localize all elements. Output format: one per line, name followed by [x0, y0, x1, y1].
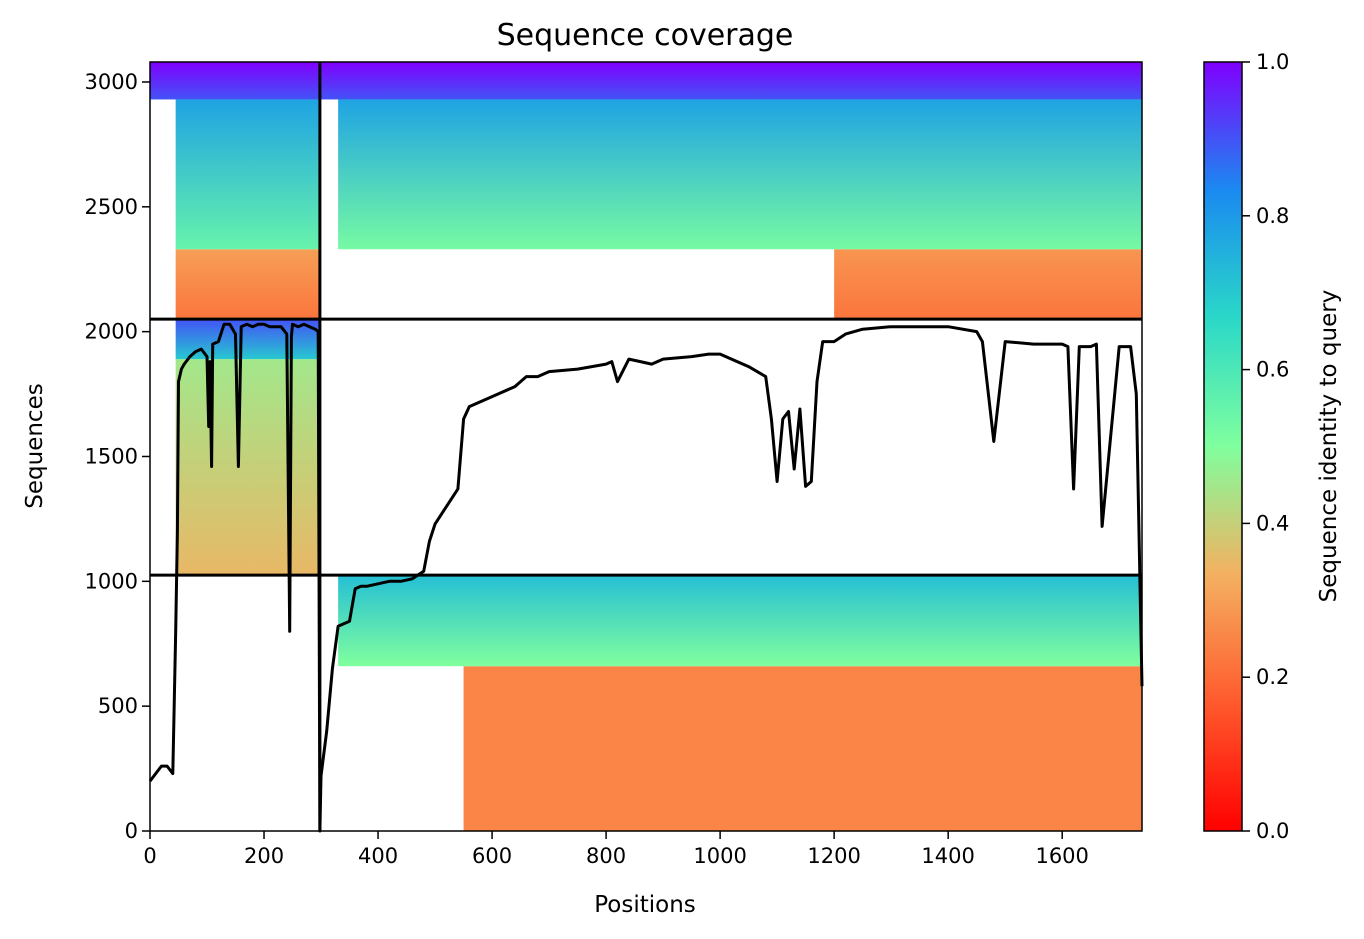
plot-frame	[149, 61, 1143, 832]
x-tick-label: 400	[358, 844, 398, 868]
coverage-block	[834, 249, 1142, 320]
x-tick-label: 1600	[1035, 844, 1088, 868]
colorbar	[1203, 61, 1243, 832]
y-axis-label: Sequences	[22, 383, 48, 508]
x-tick-label: 1200	[807, 844, 860, 868]
coverage-block	[150, 62, 320, 100]
x-tick-label: 200	[244, 844, 284, 868]
coverage-block	[175, 249, 320, 320]
colorbar-ticks: 0.0 0.2 0.4 0.6 0.8 1.0	[1242, 50, 1289, 843]
coverage-block	[338, 99, 1142, 250]
colorbar-tick-label: 0.6	[1256, 358, 1289, 382]
colorbar-tick-label: 1.0	[1256, 50, 1289, 74]
x-tick-label: 1000	[693, 844, 746, 868]
y-tick-label: 1000	[85, 569, 138, 593]
x-axis-label: Positions	[594, 892, 696, 918]
coverage-line	[148, 322, 1144, 833]
colorbar-tick-label: 0.2	[1256, 665, 1289, 689]
coverage-block	[463, 666, 1142, 831]
plot-area	[148, 61, 1144, 833]
x-axis-ticks: 0 200 400 600 800 1000 1200 1400 1600	[143, 831, 1089, 868]
coverage-block	[175, 359, 320, 576]
y-tick-label: 0	[125, 819, 138, 843]
y-tick-label: 3000	[85, 70, 138, 94]
y-tick-label: 500	[98, 694, 138, 718]
y-tick-label: 2000	[85, 320, 138, 344]
chart-title: Sequence coverage	[497, 18, 794, 53]
y-axis-ticks: 0 500 1000 1500 2000 2500 3000	[85, 70, 150, 843]
colorbar-label: Sequence identity to query	[1316, 290, 1342, 603]
y-tick-label: 1500	[85, 444, 138, 468]
x-tick-label: 800	[586, 844, 626, 868]
colorbar-tick-label: 0.8	[1256, 204, 1289, 228]
coverage-block	[319, 62, 1142, 100]
colorbar-tick-label: 0.4	[1256, 511, 1289, 535]
x-tick-label: 1400	[921, 844, 974, 868]
x-tick-label: 600	[472, 844, 512, 868]
y-tick-label: 2500	[85, 195, 138, 219]
coverage-block	[338, 575, 1142, 667]
colorbar-tick-label: 0.0	[1256, 819, 1289, 843]
x-tick-label: 0	[143, 844, 156, 868]
coverage-block	[175, 99, 320, 250]
